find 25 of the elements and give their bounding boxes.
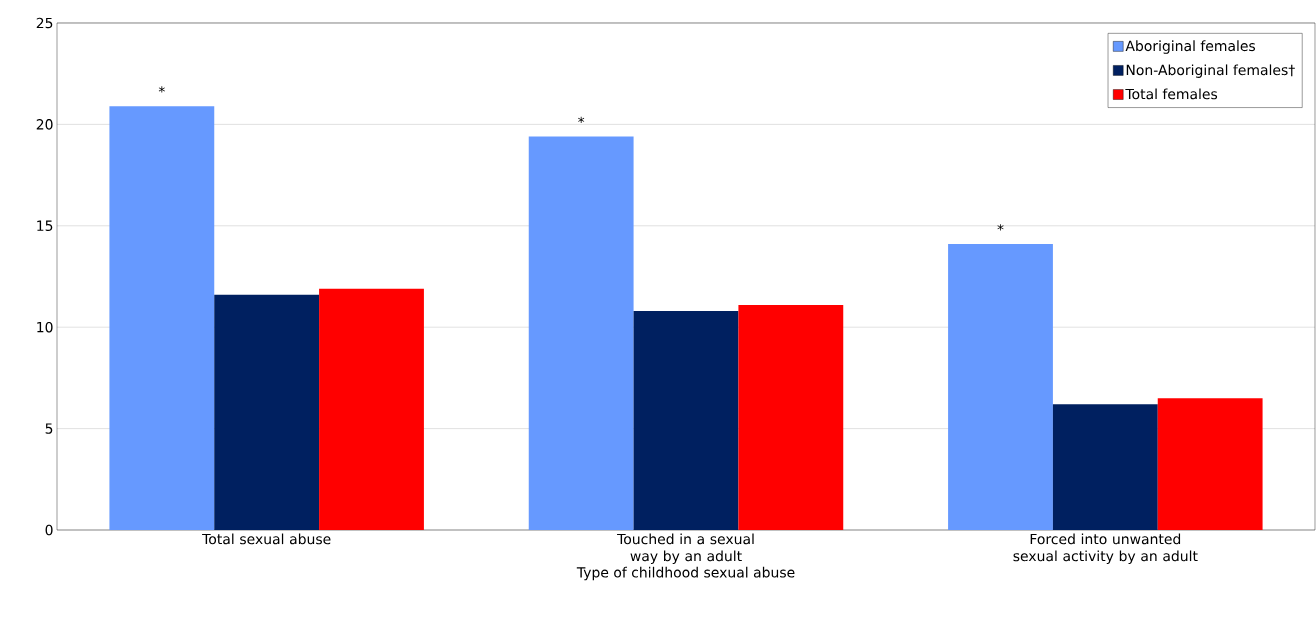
bar [214,294,320,530]
bar [528,136,634,530]
bar [633,310,739,530]
y-tick-label: 15 [37,220,53,231]
x-tick-label: Touched in a sexual way by an adult [617,533,754,564]
y-tick-label: 10 [37,321,53,333]
bar [109,106,215,530]
bar [1157,398,1263,530]
data-label: * [158,86,165,93]
legend-label: Aboriginal females [1125,40,1256,54]
data-label: * [997,224,1004,231]
legend-label: Total females [1125,88,1218,100]
y-tick-label: 25 [36,17,53,29]
legend-label: Non-Aboriginal females† [1126,64,1295,78]
x-tick-label: Total sexual abuse [202,533,331,545]
y-tick-label: 0 [45,524,53,536]
x-axis-title: Type of childhood sexual abuse [576,566,795,581]
bar [319,288,424,530]
bar [948,244,1053,530]
x-tick-label: Forced into unwanted sexual activity by an adult [1013,533,1198,564]
y-tick-label: 5 [45,423,53,434]
y-tick-label: 20 [36,119,53,130]
data-label: * [578,116,585,124]
bar [1052,404,1158,530]
bar [738,304,844,530]
